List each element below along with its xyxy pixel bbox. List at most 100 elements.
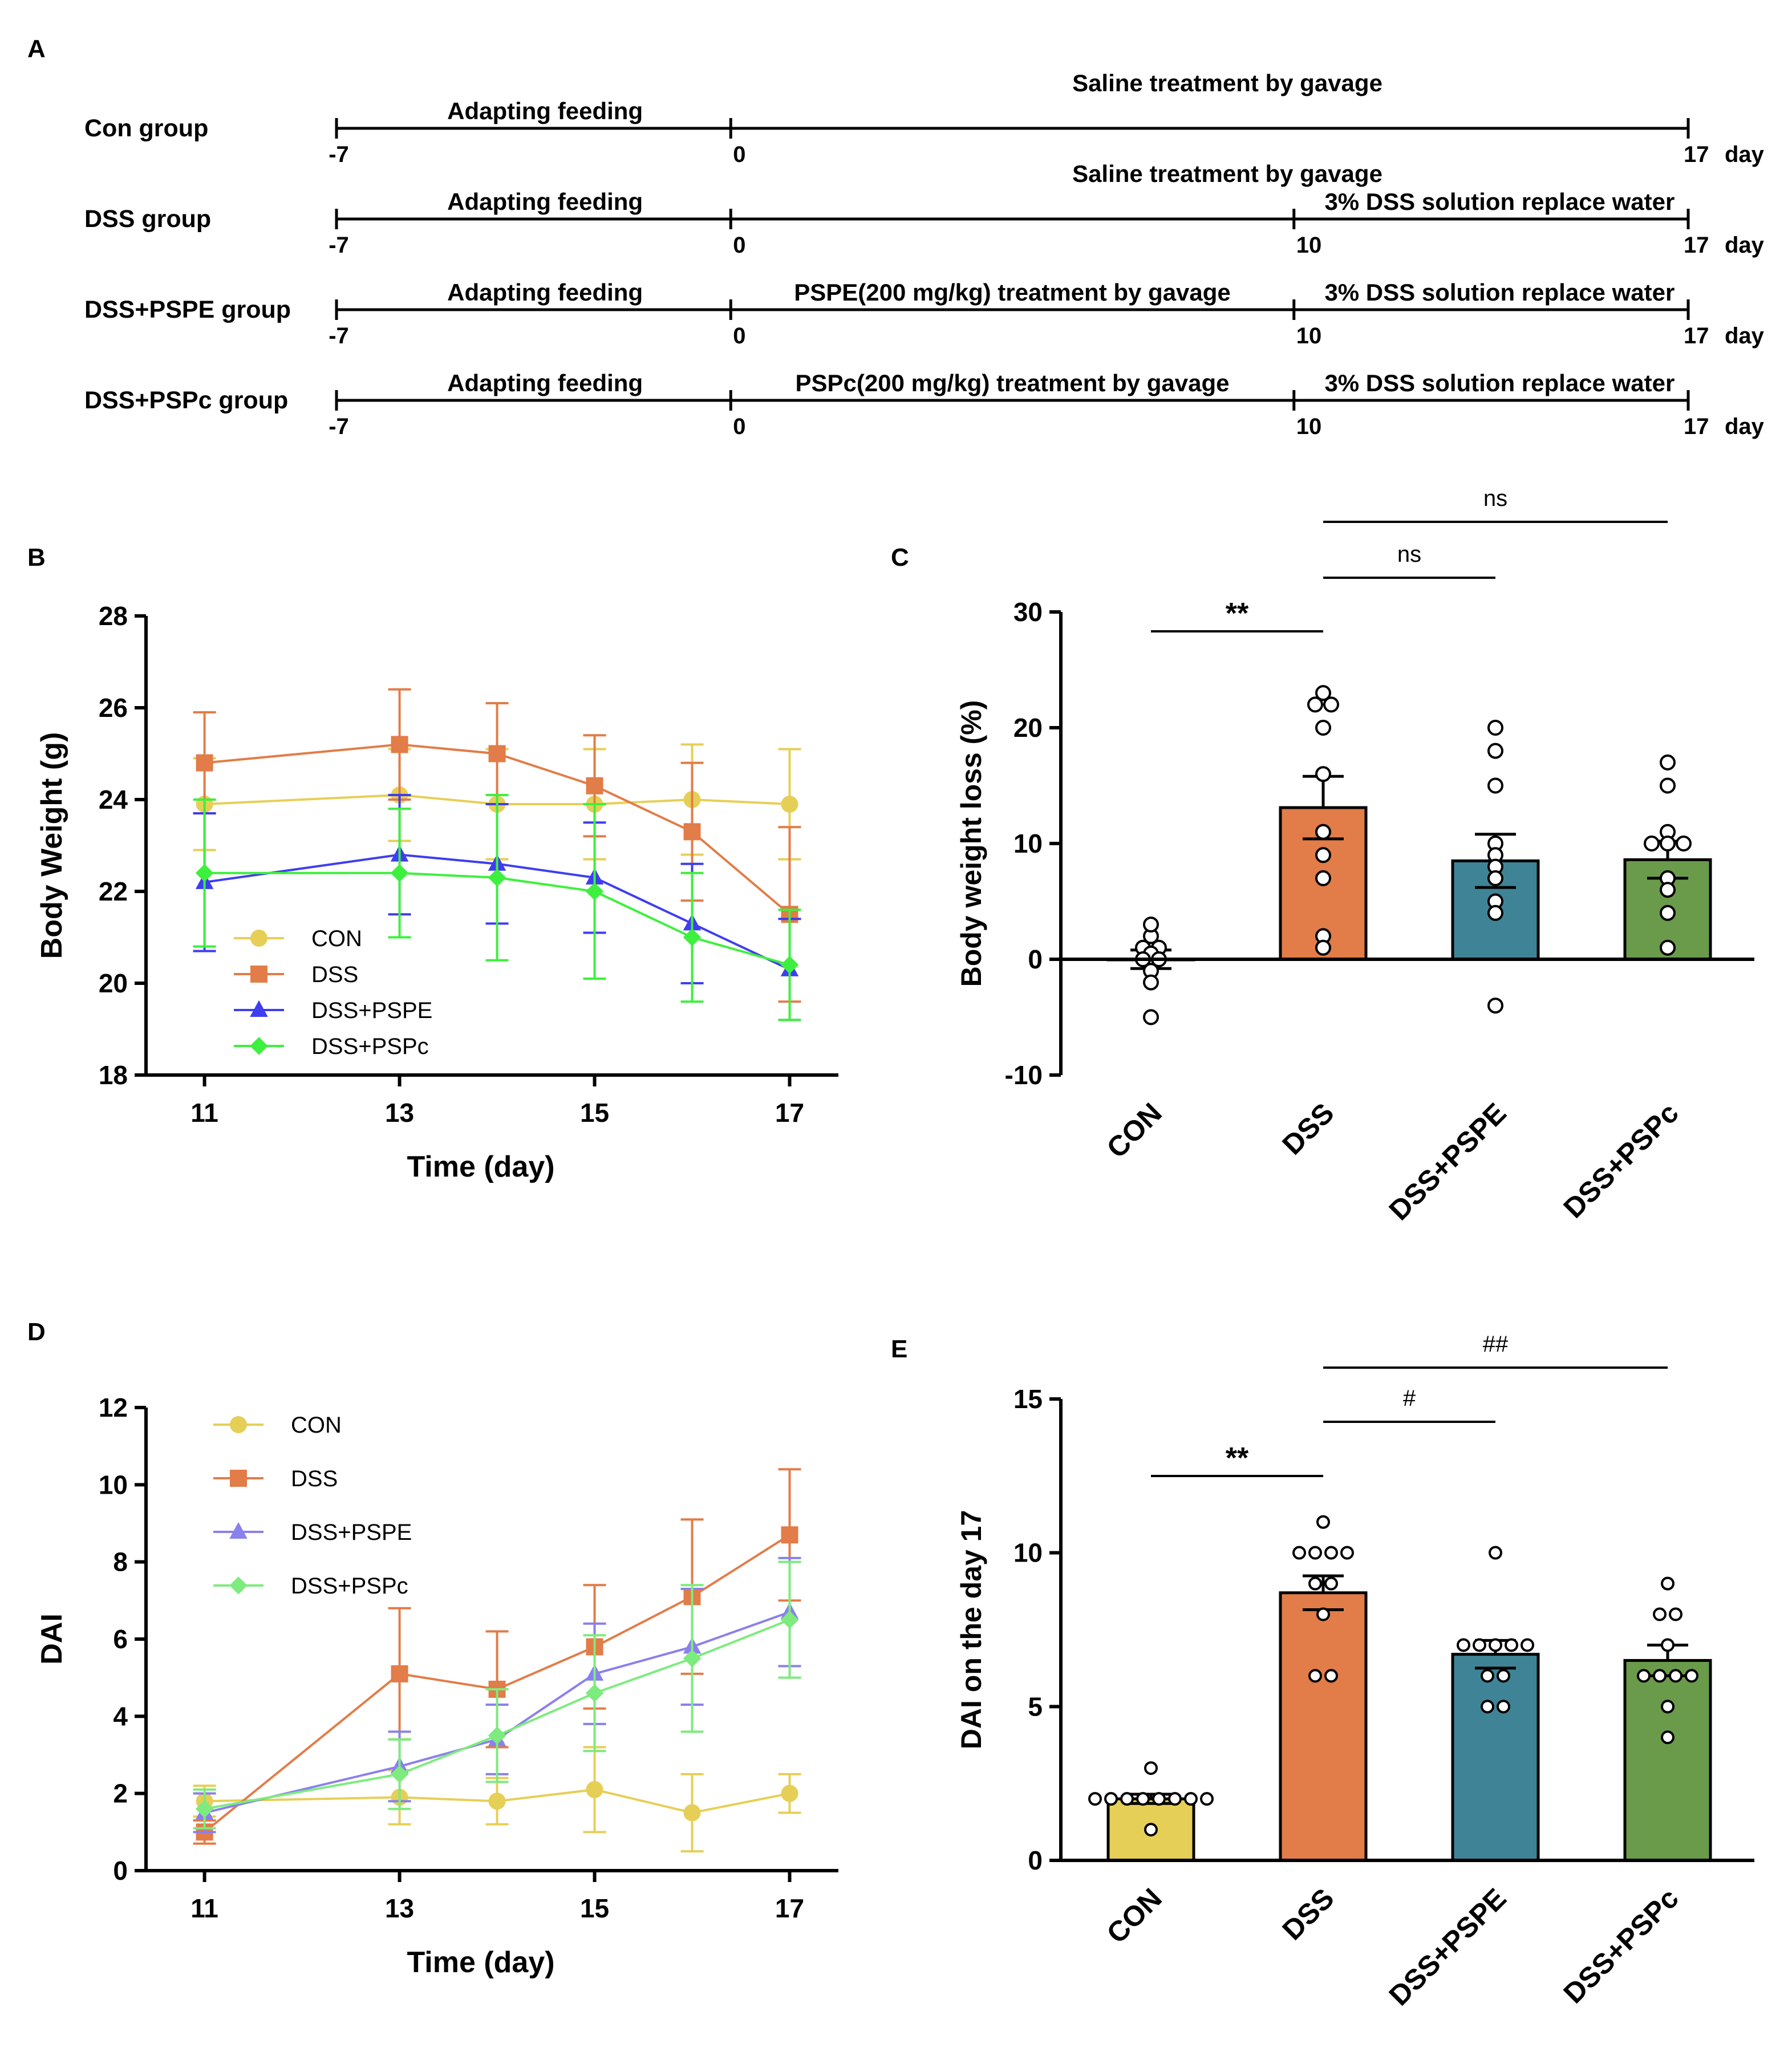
data-point <box>780 956 799 974</box>
data-point <box>1315 939 1331 956</box>
data-point <box>1144 1823 1158 1837</box>
data-point <box>1669 1669 1682 1683</box>
y-tick-label: 0 <box>1028 1846 1043 1875</box>
data-point <box>1315 685 1331 701</box>
day-unit-label: day <box>1725 323 1765 348</box>
x-tick-label: DSS+PSPc <box>1557 1882 1684 2009</box>
data-point <box>781 796 798 813</box>
segment-label: PSPE(200 mg/kg) treatment by gavage <box>794 279 1231 306</box>
data-point <box>1661 1638 1675 1652</box>
bar-group-DSS+PSPE <box>1451 720 1540 1014</box>
series-DSS+PSPc <box>193 793 801 1021</box>
panel-D-label: D <box>27 1318 46 1346</box>
data-point <box>390 864 409 882</box>
x-tick-label: 13 <box>385 1098 414 1128</box>
x-tick-label: 11 <box>190 1893 218 1923</box>
tick-label: 17 <box>1684 323 1709 348</box>
data-point <box>1676 836 1692 851</box>
data-point <box>1104 1792 1118 1806</box>
data-point <box>1487 777 1503 794</box>
legend-marker <box>250 966 267 983</box>
bar <box>1279 1591 1368 1862</box>
timeline-row-2: DSS+PSPE group -7 0 10 17 day Adapting feeding… <box>84 279 1765 348</box>
segment-label: Adapting feeding <box>447 370 643 396</box>
data-point <box>1324 1669 1338 1683</box>
y-tick-label: 15 <box>1013 1384 1043 1414</box>
data-point <box>683 1649 702 1668</box>
data-point <box>488 1726 506 1745</box>
segment-label: 3% DSS solution replace water <box>1324 188 1675 215</box>
legend-marker <box>230 1416 247 1433</box>
legend-marker <box>230 1470 247 1487</box>
data-point <box>1685 1669 1698 1683</box>
bar <box>1451 1653 1540 1862</box>
data-point <box>1315 847 1331 863</box>
y-tick-label: 24 <box>99 785 128 814</box>
bar-group-DSS+PSPc <box>1623 754 1712 961</box>
y-tick-label: 10 <box>1013 1538 1043 1568</box>
legend-item-DSS: DSS <box>234 962 358 987</box>
tick-label: -7 <box>329 233 349 258</box>
x-tick-label: 17 <box>775 1098 804 1128</box>
data-point <box>1323 696 1339 713</box>
data-point <box>1660 939 1676 956</box>
data-point <box>1481 1669 1494 1683</box>
group-label: DSS group <box>84 205 211 233</box>
y-tick-label: 0 <box>113 1856 128 1885</box>
data-point <box>780 1611 799 1629</box>
x-tick-label: DSS+PSPE <box>1383 1882 1513 2012</box>
group-label: DSS+PSPE group <box>84 296 291 323</box>
bar-group-DSS <box>1279 685 1368 961</box>
x-tick-label: CON <box>1101 1097 1168 1164</box>
x-tick-label: 17 <box>775 1893 804 1923</box>
series-line <box>204 743 790 915</box>
data-point <box>1315 870 1331 886</box>
legend-label: DSS <box>311 962 358 987</box>
data-point <box>1316 1607 1330 1621</box>
legend-item-DSS+PSPc: DSS+PSPc <box>213 1574 408 1599</box>
legend-item-DSS: DSS <box>213 1466 338 1491</box>
data-point <box>1315 824 1331 840</box>
panel-A-label: A <box>27 35 46 63</box>
data-point <box>1487 997 1503 1014</box>
significance-label: ns <box>1483 486 1507 511</box>
bar-group-DSS+PSPE <box>1451 1546 1540 1862</box>
y-tick-label: 10 <box>99 1470 128 1499</box>
data-point <box>1505 1638 1518 1652</box>
data-point <box>390 1765 409 1783</box>
segment-label: Adapting feeding <box>447 98 643 124</box>
series-DSS+PSPc <box>193 1560 801 1830</box>
data-point <box>1143 1009 1159 1025</box>
y-tick-label: 18 <box>99 1060 128 1090</box>
data-point <box>1487 870 1503 886</box>
chart-C: -10 0 10 20 30 Body weight loss (%) CON DSS DSS+… <box>955 486 1754 1226</box>
data-point <box>1489 1546 1502 1560</box>
x-tick-label: 15 <box>580 1098 609 1128</box>
legend-item-DSS+PSPE: DSS+PSPE <box>234 998 432 1023</box>
legend-label: DSS+PSPE <box>291 1520 412 1545</box>
timeline-row-0: Con group -7 0 17 day Adapting feeding Saline … <box>84 70 1765 167</box>
data-point <box>1308 1576 1322 1591</box>
data-point <box>1489 1638 1502 1652</box>
significance-label: ** <box>1226 597 1249 630</box>
day-unit-label: day <box>1725 142 1765 167</box>
chart-E: 0 5 10 15 DAI on the day 17 CON DSS DSS+PSPE DSS… <box>955 1332 1754 2012</box>
bar-group-CON <box>1106 916 1195 1025</box>
data-point <box>1340 1546 1354 1560</box>
y-tick-label: -10 <box>1005 1060 1043 1090</box>
y-tick-label: 8 <box>113 1547 128 1577</box>
segment-label: 3% DSS solution replace water <box>1324 370 1675 396</box>
data-point <box>488 1793 506 1810</box>
data-point <box>1143 916 1159 933</box>
y-axis-title: Body Weight (g) <box>35 732 68 959</box>
data-point <box>1660 882 1676 898</box>
data-point <box>1487 743 1503 759</box>
legend-marker <box>250 930 267 947</box>
data-point <box>1457 1638 1470 1652</box>
tick-label: 17 <box>1684 414 1709 439</box>
timeline-row-1: DSS group -7 0 10 17 day Adapting feeding Salin… <box>84 160 1765 258</box>
bar <box>1623 1658 1712 1862</box>
significance-bracket: # <box>1323 1386 1495 1423</box>
data-point <box>1168 1792 1182 1806</box>
